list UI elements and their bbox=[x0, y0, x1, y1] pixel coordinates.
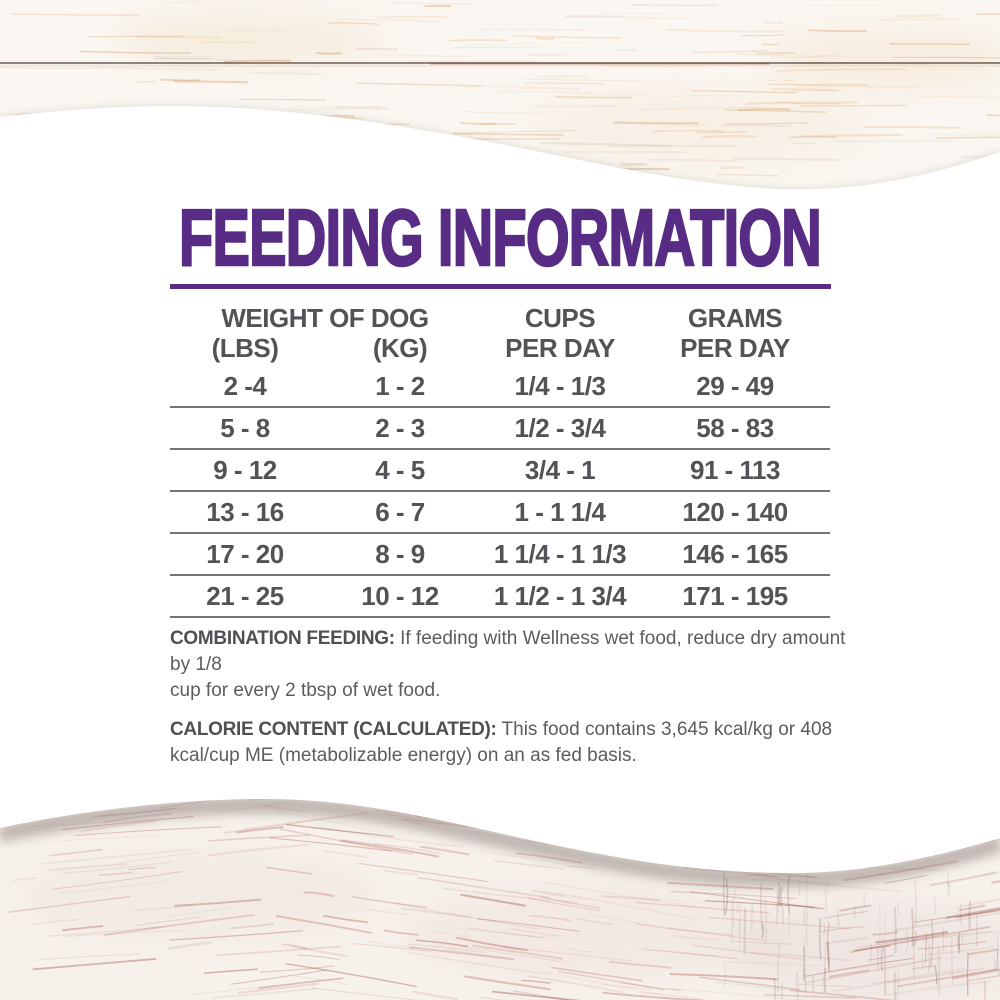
top-wood-texture bbox=[0, 0, 1000, 190]
cell-lbs: 13 - 16 bbox=[206, 496, 284, 527]
cell-grams: 171 - 195 bbox=[682, 580, 788, 611]
header-grams-per-day: GRAMS PER DAY bbox=[680, 303, 790, 363]
bottom-wood-texture bbox=[0, 799, 1000, 1000]
table-row: 9 - 12 4 - 5 3/4 - 1 91 - 113 bbox=[170, 450, 830, 492]
note-text-line: kcal/cup ME (metabolizable energy) on an… bbox=[170, 745, 637, 766]
cell-grams: 146 - 165 bbox=[682, 538, 788, 569]
combination-feeding-note: COMBINATION FEEDING: If feeding with Wel… bbox=[170, 626, 870, 704]
cell-kg: 8 - 9 bbox=[375, 538, 425, 569]
cell-grams: 91 - 113 bbox=[690, 454, 780, 485]
header-kg: (KG) bbox=[372, 333, 428, 363]
cell-grams: 120 - 140 bbox=[682, 496, 788, 527]
cell-kg: 10 - 12 bbox=[361, 580, 439, 611]
cell-lbs: 2 -4 bbox=[223, 370, 267, 401]
note-text-line: If feeding with Wellness wet food, reduc… bbox=[170, 628, 846, 675]
cell-cups: 1 - 1 1/4 bbox=[514, 496, 606, 527]
cell-grams: 29 - 49 bbox=[696, 370, 774, 401]
cell-grams: 58 - 83 bbox=[696, 412, 774, 443]
header-lbs: (LBS) bbox=[211, 333, 279, 363]
cell-lbs: 5 - 8 bbox=[220, 412, 270, 443]
cell-lbs: 17 - 20 bbox=[206, 538, 284, 569]
cell-cups: 1 1/2 - 1 3/4 bbox=[493, 580, 627, 611]
cell-lbs: 21 - 25 bbox=[206, 580, 284, 611]
cell-cups: 1 1/4 - 1 1/3 bbox=[493, 538, 627, 569]
note-label: CALORIE CONTENT (CALCULATED): bbox=[170, 719, 497, 740]
page-title: FEEDING INFORMATION bbox=[178, 193, 823, 282]
title-underline bbox=[170, 284, 831, 289]
table-row: 21 - 25 10 - 12 1 1/2 - 1 3/4 171 - 195 bbox=[170, 576, 830, 618]
table-header: WEIGHT OF DOG (LBS) (KG) CUPS PER DAY GR… bbox=[170, 303, 830, 365]
cell-cups: 1/4 - 1/3 bbox=[514, 370, 606, 401]
note-text-line: cup for every 2 tbsp of wet food. bbox=[170, 680, 441, 701]
note-label: COMBINATION FEEDING: bbox=[170, 628, 395, 649]
table-row: 17 - 20 8 - 9 1 1/4 - 1 1/3 146 - 165 bbox=[170, 534, 830, 576]
table-row: 5 - 8 2 - 3 1/2 - 3/4 58 - 83 bbox=[170, 408, 830, 450]
table-row: 2 -4 1 - 2 1/4 - 1/3 29 - 49 bbox=[170, 366, 830, 408]
header-cups-per-day: CUPS PER DAY bbox=[505, 303, 615, 363]
table-row: 13 - 16 6 - 7 1 - 1 1/4 120 - 140 bbox=[170, 492, 830, 534]
note-text-line: This food contains 3,645 kcal/kg or 408 bbox=[501, 719, 833, 740]
header-weight-of-dog: WEIGHT OF DOG bbox=[221, 303, 429, 333]
feeding-table: 2 -4 1 - 2 1/4 - 1/3 29 - 49 5 - 8 2 - 3… bbox=[170, 366, 830, 618]
cell-kg: 6 - 7 bbox=[375, 496, 425, 527]
cell-kg: 2 - 3 bbox=[375, 412, 425, 443]
cell-kg: 4 - 5 bbox=[375, 454, 425, 485]
cell-lbs: 9 - 12 bbox=[213, 454, 277, 485]
cell-cups: 1/2 - 3/4 bbox=[514, 412, 606, 443]
calorie-content-note: CALORIE CONTENT (CALCULATED): This food … bbox=[170, 717, 870, 769]
notes-section: COMBINATION FEEDING: If feeding with Wel… bbox=[170, 626, 870, 782]
cell-cups: 3/4 - 1 bbox=[524, 454, 596, 485]
cell-kg: 1 - 2 bbox=[375, 370, 425, 401]
